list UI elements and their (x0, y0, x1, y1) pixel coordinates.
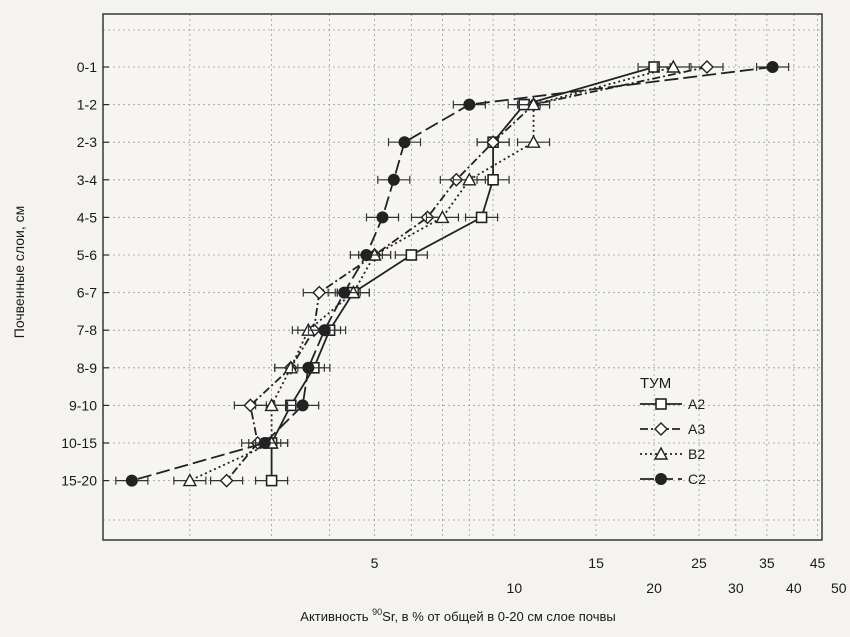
data-point (699, 60, 714, 74)
series-group (115, 61, 790, 487)
y-tick-label: 4-5 (77, 209, 97, 225)
x-tick-label: 45 (810, 555, 826, 571)
y-tick-label: 2-3 (77, 134, 97, 150)
y-tick-label: 1-2 (77, 97, 97, 113)
x-axis-label-suffix: Sr, в % от общей в 0-20 см слое почвы (382, 609, 616, 624)
data-point (766, 61, 779, 73)
x-axis-label: Активность 90Sr, в % от общей в 0-20 см … (300, 607, 615, 624)
data-point (318, 324, 331, 337)
x-tick-label: 20 (646, 580, 662, 596)
data-point (312, 285, 327, 300)
data-point (258, 437, 271, 449)
x-tick-labels: 5 15 25 35 45 10 20 30 40 50 (371, 555, 847, 596)
legend-title: ТУМ (640, 375, 671, 392)
data-point (398, 136, 411, 149)
x-tick-label: 5 (371, 555, 379, 571)
data-point (435, 209, 450, 224)
data-point (376, 211, 389, 224)
data-point (243, 398, 258, 413)
y-tick-label: 5-6 (77, 247, 97, 263)
x-tick-label: 35 (759, 555, 775, 571)
legend-label: А3 (688, 421, 705, 437)
series (115, 59, 790, 488)
data-point (264, 397, 279, 412)
y-tick-label: 15-20 (61, 473, 97, 489)
x-tick-label: 30 (728, 580, 744, 596)
x-tick-label: 10 (507, 580, 523, 596)
legend-marker (653, 446, 669, 460)
legend-label: В2 (688, 446, 705, 462)
x-tick-label: 50 (831, 580, 847, 596)
data-point (462, 172, 477, 186)
data-point (338, 286, 351, 299)
legend-marker (655, 473, 667, 485)
y-tick-label: 9-10 (69, 397, 97, 413)
legend-marker (655, 398, 667, 410)
plot-background (103, 14, 822, 540)
x-tick-label: 25 (691, 555, 707, 571)
data-point (526, 97, 541, 111)
data-point (475, 211, 488, 224)
data-point (182, 473, 198, 487)
series-line (131, 66, 773, 482)
x-tick-label: 40 (786, 580, 802, 596)
data-point (487, 174, 499, 186)
data-point (387, 173, 400, 186)
legend: ТУМ А2 А3 В2 С2 (640, 375, 706, 487)
legend-label: А2 (688, 396, 705, 412)
data-point (666, 59, 681, 73)
y-tick-label: 0-1 (77, 59, 97, 75)
data-point (405, 249, 418, 261)
y-tick-label: 10-15 (61, 435, 97, 451)
x-axis-label-isotope-mass: 90 (372, 607, 382, 617)
x-axis-label-prefix: Активность (300, 609, 372, 624)
legend-label: С2 (688, 471, 706, 487)
series-line (270, 66, 655, 481)
y-tick-label: 8-9 (77, 360, 97, 376)
data-point (125, 474, 138, 487)
series-line (225, 66, 708, 482)
data-point (360, 249, 373, 261)
data-point (486, 135, 501, 150)
y-tick-label: 7-8 (77, 322, 97, 338)
x-tick-label: 15 (588, 555, 604, 571)
y-tick-label: 6-7 (77, 285, 97, 301)
legend-marker (654, 422, 668, 436)
y-tick-label: 3-4 (77, 172, 97, 188)
y-axis-label: Почвенные слои, см (11, 206, 27, 338)
data-point (296, 399, 309, 412)
data-point (219, 473, 234, 488)
y-tick-labels: 0-1 1-2 2-3 3-4 4-5 5-6 6-7 7-8 8-9 9-10 10-15 15-2… (61, 59, 109, 489)
data-point (265, 474, 278, 487)
plot-frame (102, 13, 823, 541)
data-point (302, 361, 315, 374)
data-point (526, 134, 541, 148)
data-point (463, 98, 476, 111)
